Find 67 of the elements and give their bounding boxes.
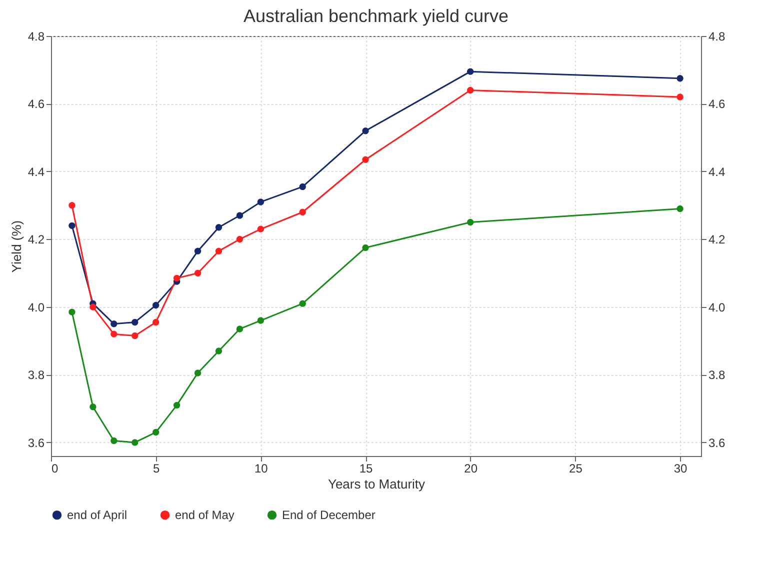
point: [68, 308, 76, 316]
point: [676, 94, 684, 100]
legend-label: end of April: [67, 508, 128, 522]
point: [676, 205, 684, 212]
point: [467, 86, 474, 94]
legend-label: End of December: [282, 508, 376, 522]
point: [215, 248, 222, 254]
point: [90, 404, 96, 410]
y2-tick-label: 4.2: [708, 232, 726, 247]
chart-title: Australian benchmark yield curve: [243, 6, 509, 26]
x-tick-label: 25: [569, 462, 583, 476]
point: [110, 320, 118, 328]
point: [257, 226, 264, 232]
point: [257, 317, 264, 324]
y-tick-label: 3.8: [28, 368, 45, 382]
point: [152, 428, 160, 436]
point: [236, 326, 244, 332]
y2-tick-label: 4.6: [708, 97, 726, 112]
point: [152, 302, 160, 309]
point: [362, 156, 369, 163]
point: [467, 68, 474, 75]
point: [257, 198, 264, 206]
point: [236, 236, 244, 243]
x-tick-label: 5: [152, 462, 160, 476]
point: [110, 330, 118, 338]
point: [299, 183, 306, 190]
y2-tick-label: 3.6: [708, 436, 726, 450]
y-tick-label: 4.4: [28, 164, 45, 179]
point: [299, 208, 306, 216]
y-tick-label: 4.8: [28, 30, 45, 44]
y2-tick-label: 4.4: [708, 164, 726, 179]
point: [173, 274, 180, 282]
point: [467, 218, 474, 226]
x-tick-label: 15: [359, 462, 374, 476]
point: [68, 202, 76, 209]
point: [215, 348, 222, 354]
legend-label: end of May: [175, 508, 234, 522]
point: [132, 439, 138, 446]
point: [676, 74, 684, 82]
x-tick-label: 0: [52, 462, 58, 476]
y2-tick-label: 4.0: [708, 300, 726, 314]
x-tick-label: 20: [464, 462, 478, 476]
y-tick-label: 4.0: [28, 300, 45, 314]
point: [299, 300, 306, 307]
point: [362, 127, 369, 134]
point: [194, 370, 202, 376]
point: [194, 248, 202, 254]
point: [236, 212, 244, 219]
y-tick-label: 4.2: [28, 232, 45, 247]
x-tick-label: 10: [254, 462, 268, 476]
x-axis-title: Years to Maturity: [328, 476, 426, 492]
point: [173, 402, 180, 409]
point: [194, 270, 202, 276]
y2-tick-label: 3.8: [708, 368, 726, 382]
point: [68, 222, 76, 230]
point: [132, 318, 138, 326]
y-axis-title: Yield (%): [8, 220, 24, 273]
x-tick-label: 30: [674, 462, 688, 476]
point: [215, 224, 222, 231]
point: [132, 332, 138, 340]
y-tick-label: 3.6: [28, 436, 45, 450]
point: [152, 318, 160, 326]
y2-tick-label: 4.8: [708, 30, 726, 44]
point: [110, 437, 118, 444]
point: [362, 244, 369, 252]
y-tick-label: 4.6: [28, 97, 45, 112]
point: [90, 304, 96, 310]
